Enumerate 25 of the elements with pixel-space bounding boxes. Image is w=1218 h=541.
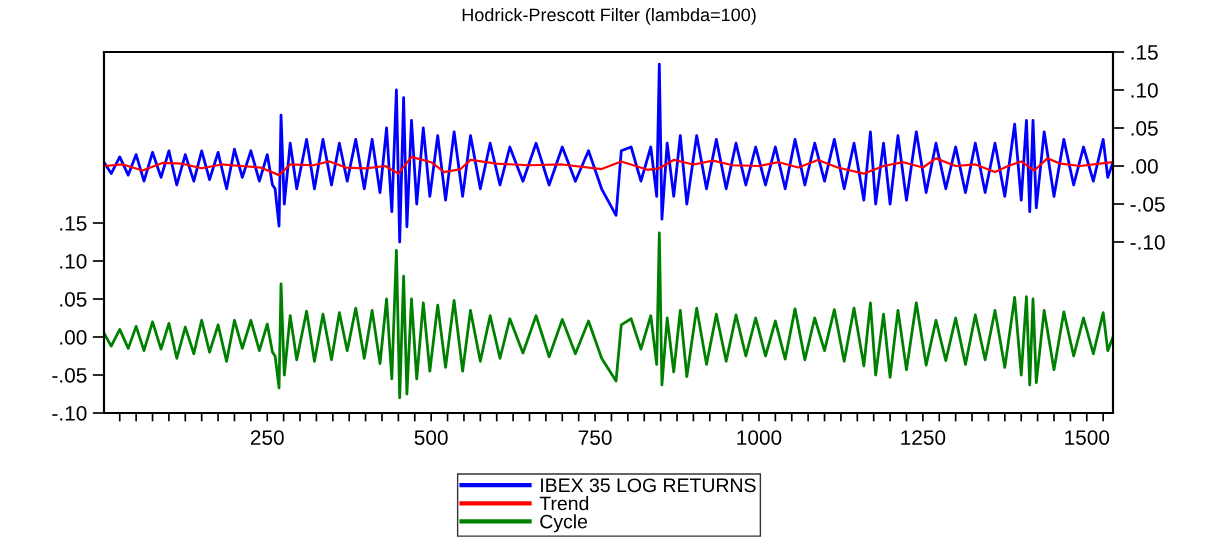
y-tick-label: .15 bbox=[60, 216, 87, 231]
legend-label: Trend bbox=[539, 496, 589, 511]
y-tick-label: -.10 bbox=[52, 406, 87, 421]
line-series bbox=[104, 231, 1113, 400]
line-series bbox=[104, 155, 1113, 177]
x-tick-label: 1000 bbox=[737, 430, 782, 445]
y-tick-label: .05 bbox=[60, 292, 87, 307]
x-tick-label: 500 bbox=[414, 430, 448, 445]
y-tick-label: -.05 bbox=[52, 368, 87, 383]
y2-tick-label: .10 bbox=[1131, 83, 1158, 98]
y2-tick-label: .05 bbox=[1131, 121, 1158, 136]
x-tick-label: 1500 bbox=[1065, 430, 1110, 445]
legend-label: Cycle bbox=[540, 514, 588, 533]
legend-label: IBEX 35 LOG RETURNS bbox=[541, 478, 756, 493]
y-tick-label: .10 bbox=[60, 254, 87, 269]
y2-tick-label: .00 bbox=[1131, 159, 1158, 174]
x-tick-label: 750 bbox=[578, 430, 612, 445]
chart-title: Hodrick-Prescott Filter (lambda=100) bbox=[462, 8, 756, 25]
y2-tick-label: -.05 bbox=[1130, 197, 1165, 212]
y-tick-label: .00 bbox=[60, 330, 87, 345]
y2-tick-label: .15 bbox=[1131, 45, 1158, 60]
x-tick-label: 250 bbox=[250, 430, 284, 445]
y2-tick-label: -.10 bbox=[1130, 235, 1165, 250]
x-tick-label: 1250 bbox=[901, 430, 946, 445]
line-series bbox=[104, 62, 1113, 244]
